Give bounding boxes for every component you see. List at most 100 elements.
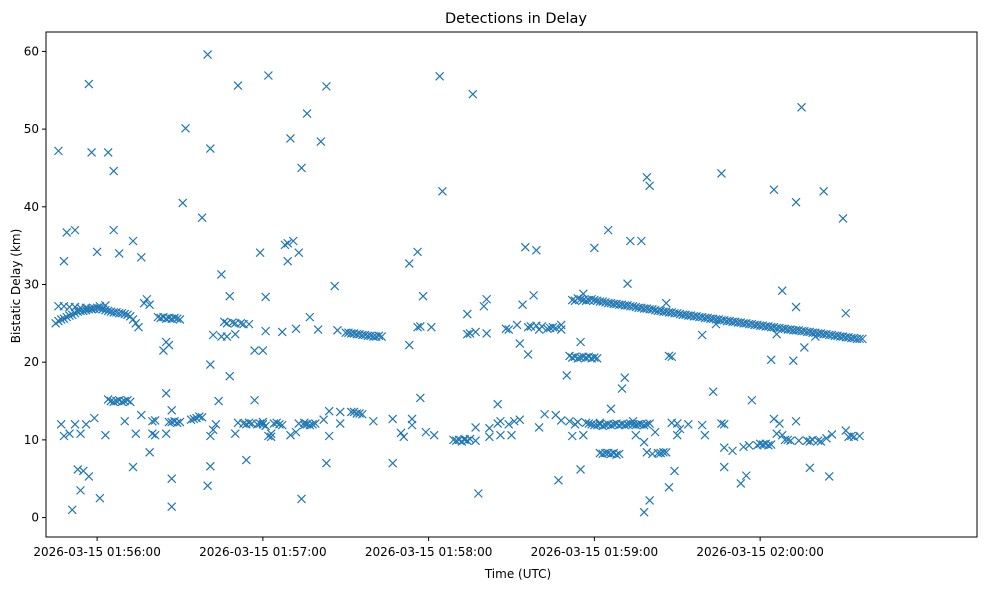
data-point xyxy=(766,440,776,449)
data-point xyxy=(222,332,232,341)
x-tick-label: 2026-03-15 01:56:00 xyxy=(33,545,160,559)
data-point xyxy=(772,329,782,339)
data-point xyxy=(493,399,503,409)
data-point xyxy=(346,407,356,417)
data-point xyxy=(769,185,779,195)
x-tick-label: 2026-03-15 01:59:00 xyxy=(531,545,658,559)
data-point xyxy=(468,89,478,99)
data-point xyxy=(598,297,608,307)
data-point xyxy=(578,289,588,299)
data-point xyxy=(791,416,801,426)
data-point xyxy=(642,172,652,182)
data-point xyxy=(438,186,447,196)
data-point xyxy=(84,79,94,89)
data-point xyxy=(659,447,668,457)
plot-frame xyxy=(45,31,978,538)
data-point xyxy=(791,197,801,207)
data-point xyxy=(150,416,160,425)
data-point xyxy=(128,236,138,246)
data-point xyxy=(661,447,671,457)
data-point xyxy=(672,308,682,318)
data-point xyxy=(283,256,293,266)
data-point xyxy=(147,416,157,426)
data-point xyxy=(100,301,110,310)
data-point xyxy=(103,395,113,404)
data-point xyxy=(496,416,505,426)
data-point xyxy=(205,360,215,369)
data-point xyxy=(297,163,306,173)
data-point xyxy=(711,319,721,329)
axis-ticks: 2026-03-15 01:56:00 2026-03-15 01:57:00 20… xyxy=(24,44,824,559)
data-point xyxy=(399,432,409,442)
data-point xyxy=(117,397,127,407)
data-point xyxy=(501,324,511,334)
data-point xyxy=(117,308,127,318)
data-point xyxy=(592,353,602,363)
data-point xyxy=(479,301,489,311)
data-point xyxy=(258,417,268,427)
data-point xyxy=(717,168,726,178)
data-point xyxy=(225,291,235,301)
data-point xyxy=(719,419,729,429)
data-point xyxy=(261,292,271,302)
data-point xyxy=(321,458,331,468)
data-point xyxy=(509,416,519,426)
data-point xyxy=(95,304,105,314)
data-point xyxy=(576,294,585,304)
data-point xyxy=(59,256,69,266)
x-axis-label: Time (UTC) xyxy=(484,567,551,581)
data-point xyxy=(139,298,149,308)
data-point xyxy=(504,325,514,334)
data-point xyxy=(62,228,72,237)
data-markers xyxy=(51,50,867,517)
data-point xyxy=(744,440,754,450)
data-point xyxy=(562,370,572,380)
data-point xyxy=(377,332,387,341)
data-point xyxy=(308,419,318,429)
data-point xyxy=(131,318,141,328)
data-point xyxy=(109,166,119,176)
data-point xyxy=(368,416,378,426)
data-point xyxy=(534,423,544,432)
data-point xyxy=(578,430,588,440)
data-point xyxy=(719,462,729,472)
data-point xyxy=(291,427,301,437)
data-point xyxy=(462,329,472,339)
data-point xyxy=(142,294,152,304)
data-point xyxy=(664,482,674,492)
data-point xyxy=(415,322,425,331)
data-point xyxy=(120,416,130,426)
data-point xyxy=(418,291,428,301)
data-point xyxy=(672,419,682,428)
data-point xyxy=(76,429,85,439)
data-point xyxy=(639,507,649,517)
data-point xyxy=(589,243,599,253)
data-point xyxy=(150,430,160,440)
y-tick-label: 30 xyxy=(24,278,39,292)
data-point xyxy=(73,464,83,474)
data-point xyxy=(777,286,787,296)
data-point xyxy=(786,436,795,446)
data-point xyxy=(728,446,737,456)
data-point xyxy=(172,314,182,324)
y-axis-label: Bistatic Delay (km) xyxy=(9,229,23,344)
data-point xyxy=(407,420,417,430)
data-point xyxy=(573,294,583,303)
data-point xyxy=(496,430,505,440)
data-point xyxy=(581,296,591,306)
data-point xyxy=(388,414,398,424)
data-point xyxy=(319,415,329,425)
data-point xyxy=(84,471,94,481)
data-point xyxy=(819,186,829,196)
data-point xyxy=(766,355,776,365)
y-tick-label: 40 xyxy=(24,200,39,214)
data-point xyxy=(471,327,481,337)
data-point xyxy=(147,429,157,439)
data-point xyxy=(357,409,367,419)
data-point xyxy=(664,351,674,361)
data-point xyxy=(805,463,815,473)
data-point xyxy=(89,413,99,423)
data-point xyxy=(167,502,177,512)
data-point xyxy=(250,346,260,355)
